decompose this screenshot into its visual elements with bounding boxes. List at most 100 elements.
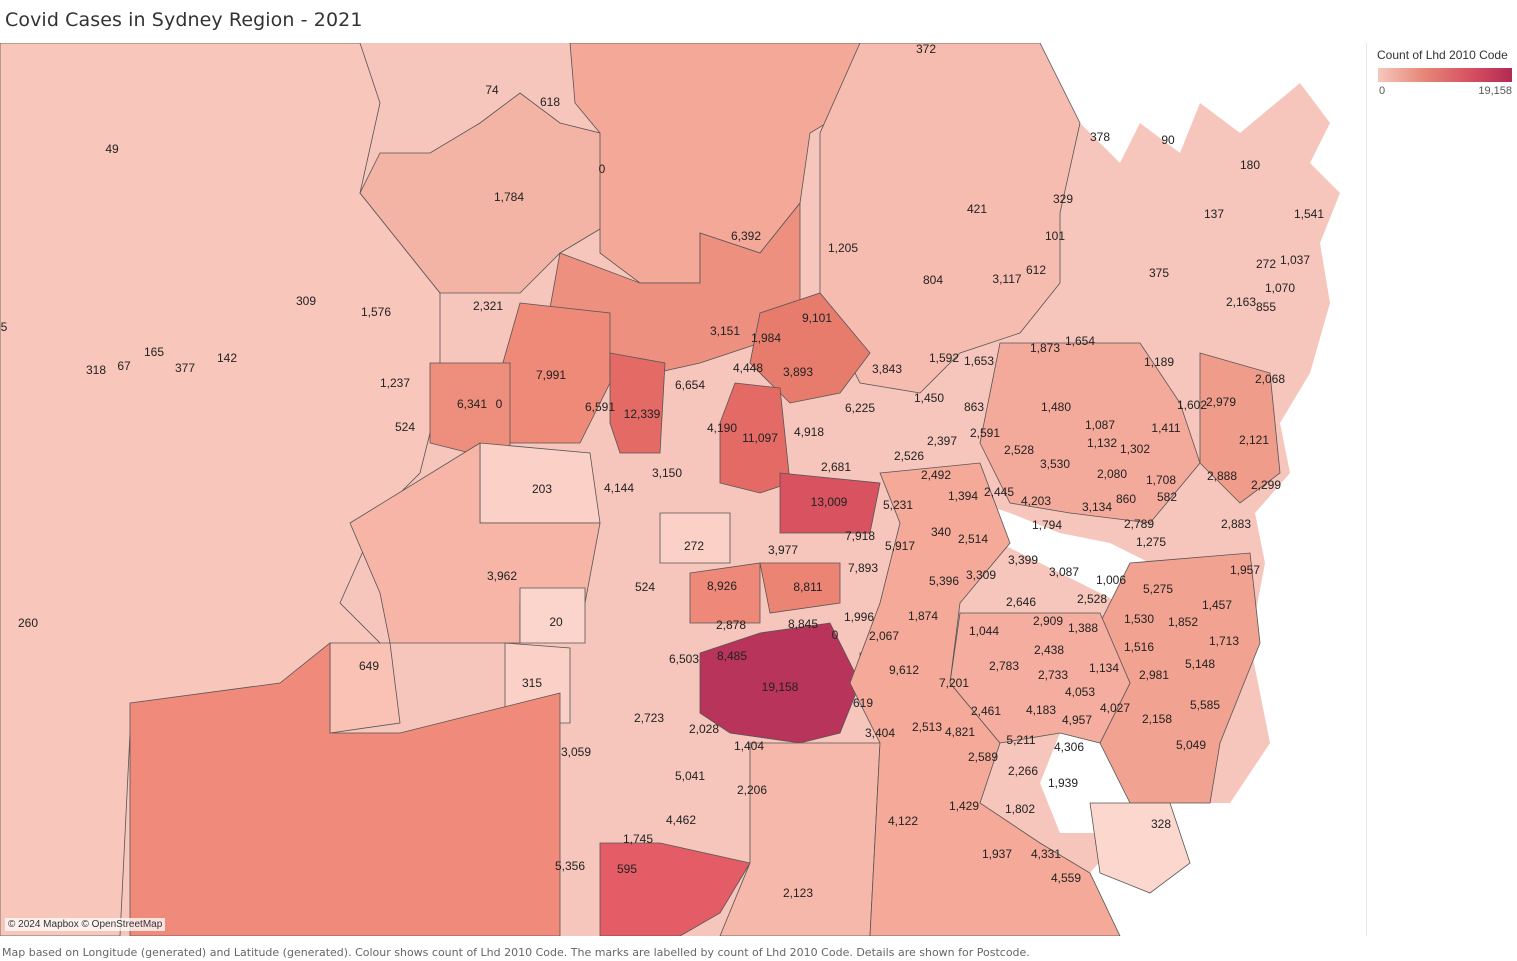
region-label: 11,097: [742, 431, 778, 445]
region-label: 1,388: [1068, 621, 1098, 635]
region-label: 1,957: [1230, 563, 1260, 577]
region-label: 2,445: [984, 485, 1014, 499]
region-label: 5,917: [885, 539, 915, 553]
region-label: 2,163: [1226, 295, 1256, 309]
region-label: 2,514: [958, 532, 988, 546]
region-20[interactable]: [519, 587, 586, 644]
region-label: 855: [1256, 300, 1276, 314]
region-12339[interactable]: [609, 352, 666, 454]
region-label: 4,462: [666, 813, 696, 827]
region-label: 7,201: [939, 676, 969, 690]
region-label: 1,037: [1280, 253, 1310, 267]
region-11097[interactable]: [719, 382, 791, 494]
region-north-shore[interactable]: [979, 342, 1201, 524]
region-label: 4,053: [1065, 685, 1095, 699]
region-label: 4,183: [1026, 703, 1056, 717]
choropleth-map[interactable]: 372 74 618 49 0 1,784 378 90 180 329 421…: [0, 43, 1367, 936]
region-label: 1,745: [623, 832, 653, 846]
region-label: 2,883: [1221, 517, 1251, 531]
region-label: 8,926: [707, 579, 737, 593]
region-label: 524: [395, 420, 415, 434]
region-label: 372: [916, 43, 936, 56]
region-label: 595: [617, 862, 637, 876]
region-label: 6,225: [845, 401, 875, 415]
region-label: 612: [1026, 263, 1046, 277]
region-label: 5,148: [1185, 657, 1215, 671]
region-label: 1,189: [1144, 355, 1174, 369]
region-label: 2,513: [912, 720, 942, 734]
region-label: 90: [1161, 133, 1175, 147]
region-label: 12,339: [624, 407, 661, 421]
region-2979[interactable]: [1199, 352, 1281, 504]
region-label: 2,028: [689, 722, 719, 736]
region-2123[interactable]: [719, 742, 881, 936]
region-label: 619: [853, 696, 873, 710]
region-inner-south[interactable]: [849, 462, 1121, 936]
region-label: 4,559: [1051, 871, 1081, 885]
region-label: 272: [684, 539, 704, 553]
region-label: 1,205: [828, 241, 858, 255]
region-label: 9,612: [889, 663, 919, 677]
region-label: 6,503: [669, 652, 699, 666]
region-label: 3,962: [487, 569, 517, 583]
region-label: 2,981: [1139, 668, 1169, 682]
region-label: 2,979: [1206, 395, 1236, 409]
region-west[interactable]: [0, 43, 441, 936]
region-label: 1,480: [1041, 400, 1071, 414]
region-label: 1,530: [1124, 612, 1154, 626]
region-label: 5,275: [1143, 582, 1173, 596]
region-label: 7,991: [536, 368, 566, 382]
region-north-west[interactable]: [359, 92, 611, 294]
region-label: 8,811: [793, 580, 822, 594]
region-label: 4,027: [1100, 701, 1130, 715]
region-label: 375: [1149, 266, 1169, 280]
region-south[interactable]: [599, 842, 751, 936]
region-19158[interactable]: [699, 622, 861, 744]
region-label: 2,723: [634, 711, 664, 725]
region-label: 142: [217, 351, 237, 365]
region-label: 4,190: [707, 421, 737, 435]
region-label: 5,585: [1190, 698, 1220, 712]
region-label: 1,457: [1202, 598, 1232, 612]
region-label: 1,541: [1294, 207, 1324, 221]
region-label: 2,789: [1124, 517, 1154, 531]
region-8926[interactable]: [689, 562, 761, 624]
map-canvas[interactable]: 372 74 618 49 0 1,784 378 90 180 329 421…: [0, 43, 1366, 936]
region-label: 309: [296, 294, 316, 308]
region-label: 3,309: [966, 568, 996, 582]
region-272[interactable]: [659, 512, 731, 564]
region-label: 2,878: [716, 618, 746, 632]
region-inner-west[interactable]: [949, 612, 1131, 744]
region-label: 260: [18, 616, 38, 630]
region-north-east[interactable]: [819, 43, 1081, 394]
region-label: 329: [1053, 192, 1073, 206]
region-label: 4,918: [794, 425, 824, 439]
region-label: 2,397: [927, 434, 957, 448]
postcode-regions[interactable]: [0, 43, 1281, 936]
region-label: 13,009: [811, 495, 848, 509]
legend-gradient-bar: [1378, 68, 1512, 82]
legend-max-label: 19,158: [1478, 85, 1512, 97]
region-label: 0: [832, 628, 839, 642]
region-label: 0: [496, 397, 503, 411]
region-south-west[interactable]: [129, 642, 561, 936]
region-label: 1,873: [1030, 341, 1060, 355]
region-label: 5,049: [1176, 738, 1206, 752]
region-649[interactable]: [329, 642, 401, 734]
region-13009[interactable]: [779, 472, 881, 534]
region-label: 1,794: [1032, 518, 1062, 532]
map-attribution[interactable]: © 2024 Mapbox © OpenStreetMap: [5, 918, 166, 931]
region-328[interactable]: [1089, 802, 1191, 894]
region-label: 1,275: [1136, 535, 1166, 549]
region-label: 4,331: [1031, 847, 1061, 861]
region-label: 6,392: [731, 229, 761, 243]
region-label: 1,516: [1124, 640, 1154, 654]
region-label: 1,602: [1177, 398, 1207, 412]
region-label: 67: [117, 359, 131, 373]
region-8811[interactable]: [759, 562, 841, 614]
region-9101[interactable]: [749, 292, 871, 404]
region-label: 2,299: [1251, 478, 1281, 492]
region-label: 2,909: [1033, 614, 1063, 628]
region-label: 2,158: [1142, 712, 1172, 726]
region-label: 1,411: [1151, 421, 1180, 435]
